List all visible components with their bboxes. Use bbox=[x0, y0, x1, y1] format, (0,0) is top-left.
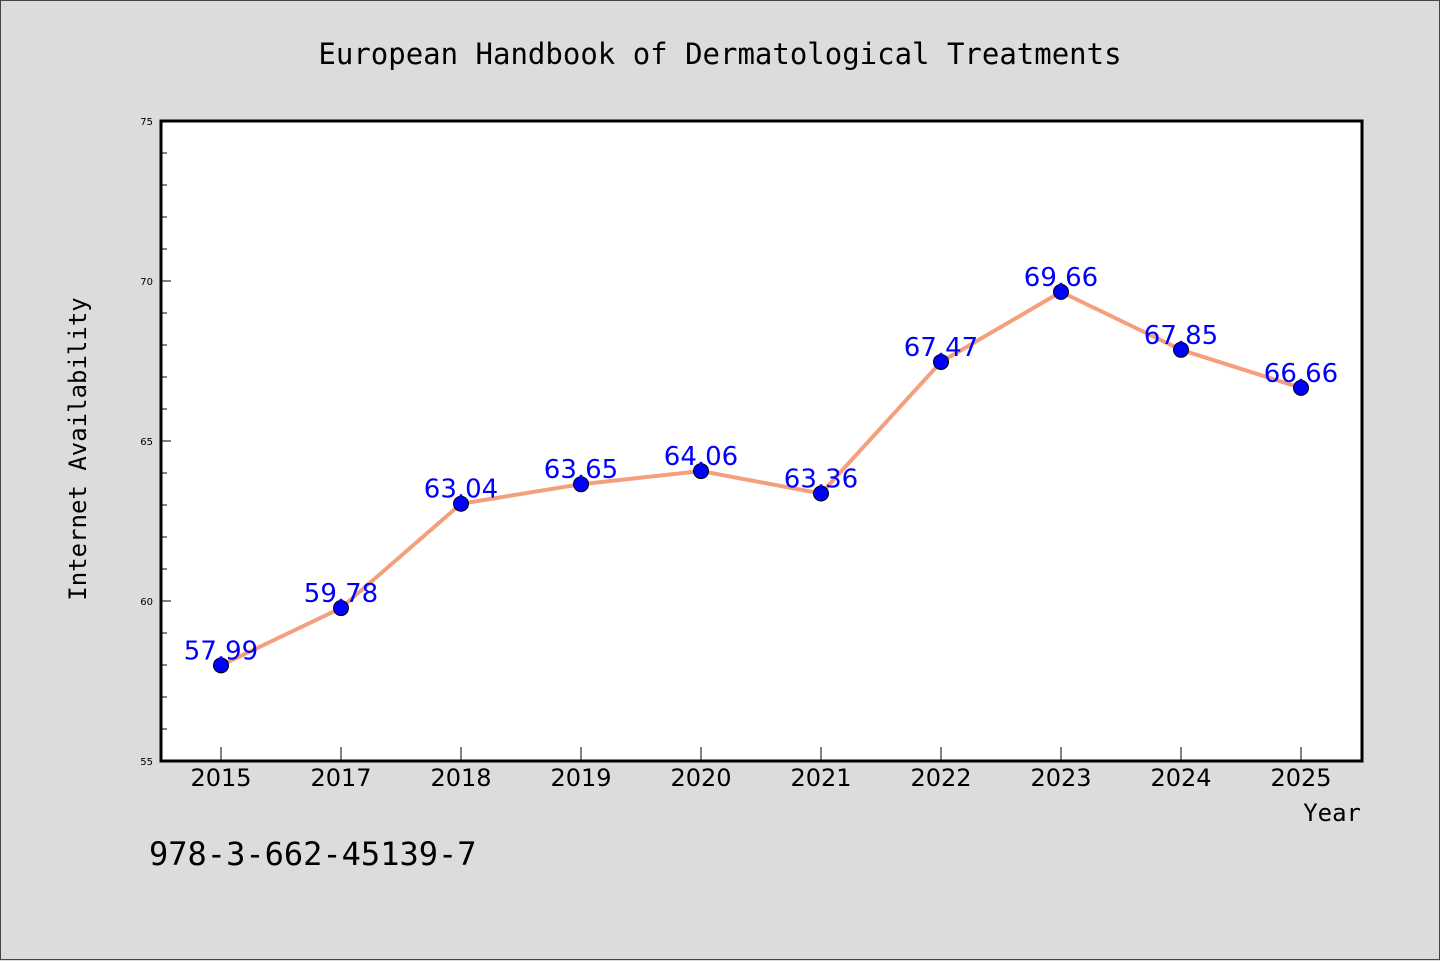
data-point bbox=[1053, 283, 1069, 300]
data-label: 59.78 bbox=[304, 579, 378, 609]
x-axis-label: Year bbox=[1303, 799, 1361, 827]
x-tick-label: 2025 bbox=[1270, 764, 1331, 792]
data-label: 67.47 bbox=[904, 333, 978, 363]
data-point bbox=[333, 600, 349, 617]
data-label: 63.65 bbox=[544, 455, 618, 485]
data-point bbox=[933, 353, 949, 370]
y-tick-label: 65 bbox=[140, 437, 153, 448]
data-label: 64.06 bbox=[664, 442, 738, 472]
data-point bbox=[1293, 379, 1309, 396]
chart-title: European Handbook of Dermatological Trea… bbox=[318, 37, 1121, 71]
x-tick-label: 2022 bbox=[910, 764, 971, 792]
y-axis: 55 60 65 70 75 bbox=[140, 117, 171, 768]
x-axis: 2015 2017 2018 2019 2020 2021 2022 2023 2024 2025 bbox=[190, 747, 1332, 792]
data-label: 67.85 bbox=[1144, 321, 1218, 351]
data-point bbox=[693, 463, 709, 480]
data-label: 57.99 bbox=[184, 636, 258, 666]
data-point bbox=[213, 657, 229, 674]
isbn-text: 978-3-662-45139-7 bbox=[149, 835, 477, 873]
data-point bbox=[1173, 341, 1189, 358]
data-point bbox=[453, 495, 469, 512]
data-label: 69.66 bbox=[1024, 263, 1098, 293]
x-tick-label: 2021 bbox=[790, 764, 851, 792]
y-tick-label: 60 bbox=[140, 597, 153, 608]
x-tick-label: 2023 bbox=[1030, 764, 1091, 792]
series-line bbox=[220, 289, 1302, 668]
x-tick-label: 2017 bbox=[310, 764, 371, 792]
y-tick-label: 70 bbox=[140, 277, 153, 288]
plot-area bbox=[159, 119, 1364, 763]
data-label: 66.66 bbox=[1264, 359, 1338, 389]
x-tick-label: 2020 bbox=[670, 764, 731, 792]
x-tick-label: 2015 bbox=[190, 764, 251, 792]
y-axis-label: Internet Availability bbox=[64, 297, 92, 600]
y-tick-label: 75 bbox=[140, 117, 153, 128]
data-label: 63.04 bbox=[424, 475, 498, 505]
data-point bbox=[813, 485, 829, 502]
x-tick-label: 2018 bbox=[430, 764, 491, 792]
data-point bbox=[573, 476, 589, 493]
x-tick-label: 2024 bbox=[1150, 764, 1211, 792]
data-label: 63.36 bbox=[784, 464, 858, 494]
series-line-group: 57.99 59.78 63.04 63.65 64.06 63.36 67.47 69.66… bbox=[184, 263, 1338, 674]
x-tick-label: 2019 bbox=[550, 764, 611, 792]
y-tick-label: 55 bbox=[140, 757, 153, 768]
